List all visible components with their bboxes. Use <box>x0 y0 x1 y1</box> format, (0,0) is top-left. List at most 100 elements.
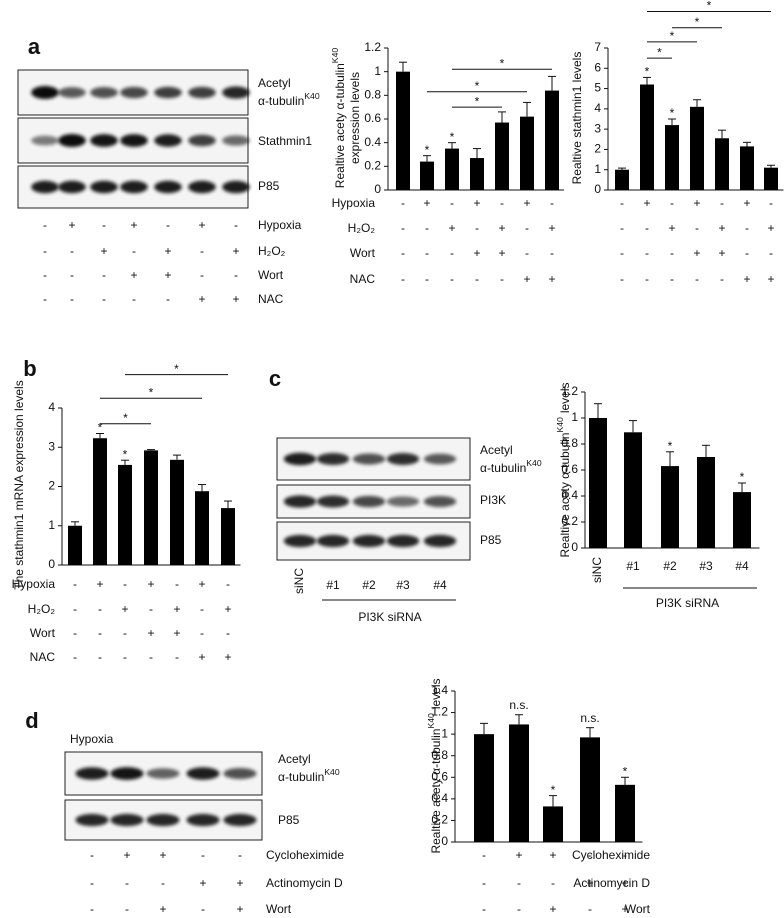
condition-name: Wort <box>258 268 284 282</box>
y-axis-label: Realtive stathmin1 levels <box>570 52 584 185</box>
error-bar <box>498 111 506 123</box>
condition-mark: + <box>232 244 239 258</box>
error-bar <box>668 118 676 126</box>
condition-mark: + <box>498 246 505 260</box>
significance-label: * <box>475 94 480 108</box>
condition-mark: - <box>149 602 153 616</box>
condition-mark: - <box>90 848 94 862</box>
condition-mark: - <box>769 246 773 260</box>
blot-band <box>222 135 250 146</box>
text-part: levels <box>558 382 572 413</box>
y-tick-label: 2 <box>594 142 601 156</box>
condition-mark: - <box>482 876 486 890</box>
blot-band <box>146 813 180 827</box>
blot-label: Stathmin1 <box>258 134 312 148</box>
condition-mark: - <box>226 626 230 640</box>
condition-mark: - <box>200 244 204 258</box>
bar <box>615 169 629 190</box>
condition-mark: - <box>234 218 238 232</box>
y-tick-label: 0 <box>441 834 448 848</box>
condition-mark: + <box>147 577 154 591</box>
condition-mark: - <box>102 292 106 306</box>
condition-mark: - <box>125 876 129 890</box>
significance-label: * <box>174 362 179 376</box>
y-tick-label: 1 <box>48 518 55 532</box>
significance-label: * <box>707 0 712 13</box>
condition-name: Actinomycin D <box>573 876 650 890</box>
blot-band <box>90 87 118 98</box>
superscript: K40 <box>324 767 340 777</box>
blot-band <box>186 813 220 827</box>
y-tick-label: 0.4 <box>561 488 578 502</box>
blot-band <box>154 86 182 99</box>
y-tick-label: 5 <box>594 81 601 95</box>
x-tick-label: siNC <box>590 557 604 583</box>
blot-band <box>90 134 118 147</box>
blot-band <box>386 534 420 548</box>
condition-mark: - <box>550 196 554 210</box>
blot-label: P85 <box>258 179 280 193</box>
y-axis-label: The stathmin1 mRNA expression levels <box>12 380 26 589</box>
bar <box>68 525 82 565</box>
y-tick-label: 0.2 <box>431 813 448 827</box>
condition-mark: + <box>159 848 166 862</box>
panel-label: c <box>269 366 281 391</box>
condition-mark: + <box>423 196 430 210</box>
superscript: K40 <box>555 417 565 433</box>
y-axis-label: Realtive acety α-tubulinK40 levels <box>555 382 572 557</box>
condition-mark: + <box>668 221 675 235</box>
bar <box>195 491 209 565</box>
y-tick-label: 0.4 <box>364 135 381 149</box>
blot-band <box>120 180 148 194</box>
error-bar <box>448 142 456 149</box>
condition-mark: - <box>70 268 74 282</box>
condition-mark: - <box>161 876 165 890</box>
x-tick-label: #3 <box>699 559 713 573</box>
blot-band <box>58 87 86 98</box>
condition-mark: - <box>588 848 592 862</box>
blot-label: Acetyl <box>258 76 291 90</box>
condition-mark: - <box>450 272 454 286</box>
blot-band <box>75 813 109 827</box>
lane-label: #3 <box>396 578 410 592</box>
condition-mark: - <box>620 196 624 210</box>
condition-mark: - <box>517 876 521 890</box>
condition-mark: - <box>238 848 242 862</box>
condition-mark: - <box>102 268 106 282</box>
condition-mark: + <box>643 196 650 210</box>
y-tick-label: 0.6 <box>364 111 381 125</box>
bar <box>396 71 410 190</box>
condition-mark: - <box>720 196 724 210</box>
text-part: Realtive acety α-tubulin <box>333 63 347 188</box>
x-tick-label: #1 <box>626 559 640 573</box>
y-axis-label: Realtive acety α-tubulinK40 <box>330 48 347 189</box>
y-tick-label: 0.8 <box>561 436 578 450</box>
significance-label: * <box>475 79 480 93</box>
error-bar <box>96 433 104 439</box>
blot-band <box>316 495 350 508</box>
significance-label: * <box>670 29 675 43</box>
condition-mark: - <box>670 196 674 210</box>
condition-mark: + <box>173 602 180 616</box>
blot-band <box>146 768 180 779</box>
significance-label: * <box>123 447 128 461</box>
blot-band <box>110 767 144 780</box>
condition-mark: - <box>425 246 429 260</box>
condition-mark: - <box>525 221 529 235</box>
blot-band <box>31 135 59 146</box>
condition-mark: + <box>473 246 480 260</box>
blot-band <box>222 86 250 99</box>
bar <box>545 90 559 190</box>
condition-mark: + <box>199 876 206 890</box>
condition-mark: - <box>401 272 405 286</box>
condition-name: Actinomycin D <box>266 876 343 890</box>
condition-mark: - <box>226 577 230 591</box>
blot-band <box>188 180 216 194</box>
blot-title: Hypoxia <box>70 732 114 746</box>
condition-mark: - <box>200 268 204 282</box>
bar <box>495 122 509 190</box>
condition-mark: - <box>401 196 405 210</box>
condition-mark: + <box>743 196 750 210</box>
condition-mark: - <box>98 650 102 664</box>
